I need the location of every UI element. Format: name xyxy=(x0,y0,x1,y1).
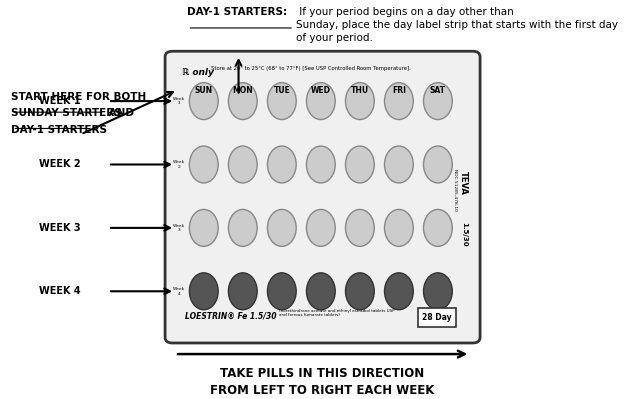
Ellipse shape xyxy=(190,146,218,183)
Text: 1.5/30: 1.5/30 xyxy=(461,222,467,246)
Text: WEEK 2: WEEK 2 xyxy=(39,160,80,170)
Text: Week
2: Week 2 xyxy=(173,160,185,169)
Ellipse shape xyxy=(384,83,413,120)
FancyBboxPatch shape xyxy=(165,51,480,343)
Ellipse shape xyxy=(268,273,296,310)
Text: Store at 20° to 25°C (68° to 77°F) [See USP Controlled Room Temperature].: Store at 20° to 25°C (68° to 77°F) [See … xyxy=(211,66,411,71)
Ellipse shape xyxy=(228,146,257,183)
Text: Week
4: Week 4 xyxy=(173,287,185,296)
Text: THU: THU xyxy=(351,85,369,95)
Text: AND: AND xyxy=(105,109,134,119)
Ellipse shape xyxy=(228,273,257,310)
Ellipse shape xyxy=(228,83,257,120)
Text: MON: MON xyxy=(232,85,253,95)
Text: SUNDAY STARTERS: SUNDAY STARTERS xyxy=(11,109,122,119)
Ellipse shape xyxy=(306,83,335,120)
Text: SAT: SAT xyxy=(430,85,446,95)
Ellipse shape xyxy=(306,209,335,246)
Ellipse shape xyxy=(346,273,374,310)
Ellipse shape xyxy=(384,273,413,310)
Ellipse shape xyxy=(268,209,296,246)
Ellipse shape xyxy=(346,209,374,246)
Ellipse shape xyxy=(424,273,452,310)
Ellipse shape xyxy=(424,209,452,246)
Ellipse shape xyxy=(190,209,218,246)
Text: Week
3: Week 3 xyxy=(173,223,185,232)
Ellipse shape xyxy=(268,83,296,120)
Text: WEEK 1: WEEK 1 xyxy=(39,96,80,106)
Ellipse shape xyxy=(424,83,452,120)
Ellipse shape xyxy=(268,146,296,183)
Text: START HERE FOR BOTH: START HERE FOR BOTH xyxy=(11,92,147,102)
Text: If your period begins on a day other than
Sunday, place the day label strip that: If your period begins on a day other tha… xyxy=(296,7,618,43)
Text: 28 Day: 28 Day xyxy=(422,313,452,322)
Text: ℝ only: ℝ only xyxy=(182,68,214,77)
Text: DAY-1 STARTERS: DAY-1 STARTERS xyxy=(11,125,107,135)
Ellipse shape xyxy=(190,83,218,120)
Ellipse shape xyxy=(384,209,413,246)
Text: NDC 51285-478-10: NDC 51285-478-10 xyxy=(453,169,457,211)
Text: TAKE PILLS IN THIS DIRECTION
FROM LEFT TO RIGHT EACH WEEK: TAKE PILLS IN THIS DIRECTION FROM LEFT T… xyxy=(210,367,435,397)
Ellipse shape xyxy=(384,146,413,183)
Ellipse shape xyxy=(228,209,257,246)
Text: WEEK 3: WEEK 3 xyxy=(39,223,80,233)
Ellipse shape xyxy=(424,146,452,183)
Ellipse shape xyxy=(306,146,335,183)
Text: TEVA: TEVA xyxy=(459,171,468,195)
Ellipse shape xyxy=(306,273,335,310)
Ellipse shape xyxy=(190,273,218,310)
Text: DAY-1 STARTERS:: DAY-1 STARTERS: xyxy=(187,7,288,17)
Text: SUN: SUN xyxy=(195,85,213,95)
Text: Week
1: Week 1 xyxy=(173,97,185,105)
Text: LOESTRIN® Fe 1.5/30: LOESTRIN® Fe 1.5/30 xyxy=(185,312,276,320)
Text: TUE: TUE xyxy=(273,85,290,95)
Text: (norethindrone acetate and ethinyl estradiol tablets USP
and ferrous fumarate ta: (norethindrone acetate and ethinyl estra… xyxy=(279,309,395,317)
Ellipse shape xyxy=(346,83,374,120)
Text: FRI: FRI xyxy=(392,85,406,95)
FancyBboxPatch shape xyxy=(417,308,456,328)
Ellipse shape xyxy=(346,146,374,183)
Text: WED: WED xyxy=(311,85,331,95)
Text: WEEK 4: WEEK 4 xyxy=(39,286,80,296)
